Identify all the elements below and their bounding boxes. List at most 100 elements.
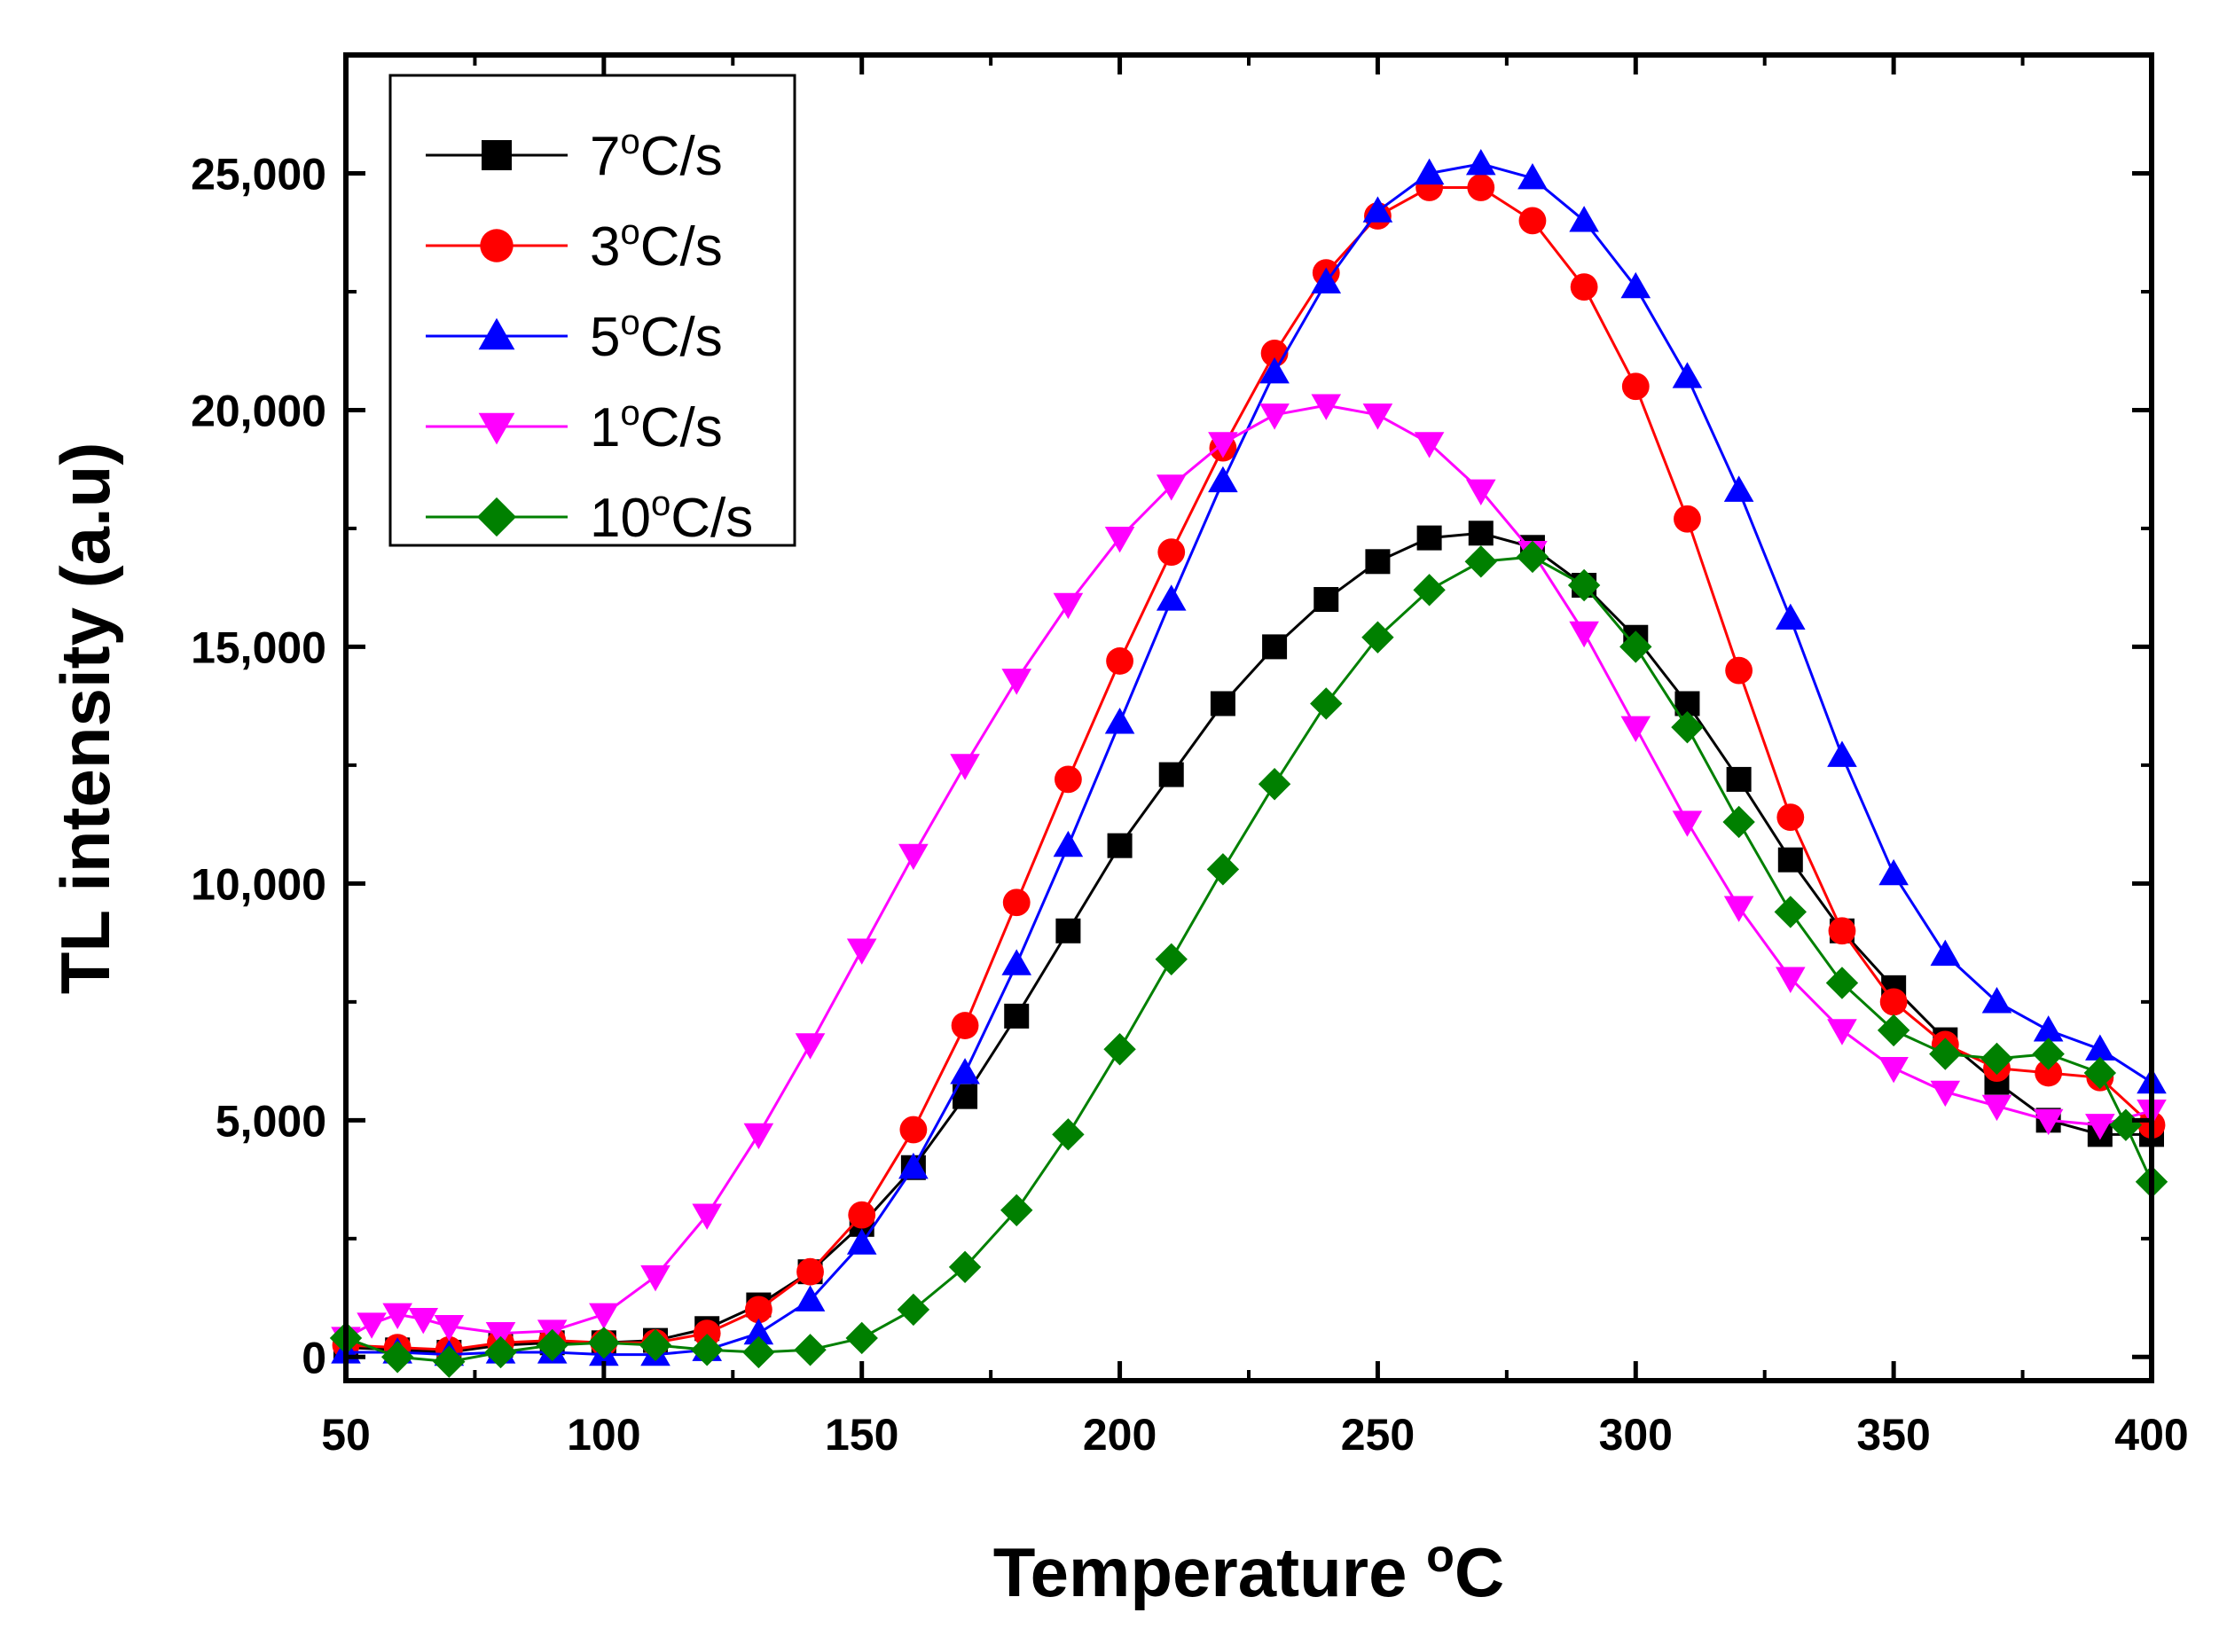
data-point (1828, 917, 1856, 945)
legend-label-unit: C/s (640, 126, 723, 187)
legend-marker (478, 412, 515, 445)
data-point (1465, 149, 1496, 176)
legend-label: 1oC/s (590, 394, 723, 458)
y-axis-title: TL intensity (a.u) (46, 442, 124, 995)
legend-label-unit: C/s (670, 488, 753, 549)
data-point (1774, 896, 1807, 928)
data-point (1725, 656, 1753, 685)
y-tick-label: 10,000 (191, 859, 326, 909)
data-point (1467, 174, 1495, 201)
x-axis-unit: C (1455, 1533, 1504, 1611)
legend-marker (476, 497, 517, 537)
data-point (2085, 1034, 2115, 1061)
data-point (1722, 805, 1755, 839)
data-point (357, 1312, 387, 1339)
data-point (1361, 621, 1394, 654)
data-point (1777, 847, 1803, 873)
x-axis-title-space (1407, 1533, 1426, 1611)
data-point (1567, 568, 1601, 602)
data-point (382, 1303, 412, 1330)
data-point (1001, 949, 1032, 975)
legend-label-number: 10 (590, 488, 651, 549)
series-10-c-per-s (329, 540, 2168, 1378)
data-point (1878, 1057, 1909, 1084)
data-point (795, 1033, 826, 1060)
data-point (1002, 889, 1031, 917)
data-point (1365, 549, 1391, 575)
data-point (1517, 163, 1548, 190)
legend-label-superscript: o (651, 484, 670, 523)
data-point (1827, 1019, 1857, 1045)
data-point (948, 1250, 982, 1284)
data-point (1107, 833, 1133, 858)
legend-label-superscript: o (620, 303, 639, 342)
data-point (484, 1335, 517, 1369)
data-point (1311, 394, 1342, 420)
data-point (1464, 545, 1497, 578)
legend-label: 7oC/s (590, 122, 723, 187)
legend-item: 5oC/s (426, 303, 723, 368)
data-point (1004, 1003, 1030, 1029)
data-point (846, 1228, 877, 1255)
data-point (1053, 830, 1084, 857)
data-point (1158, 762, 1184, 787)
data-point (950, 1058, 980, 1084)
data-point (845, 1321, 878, 1355)
data-point (951, 1012, 979, 1039)
data-point (1723, 896, 1754, 922)
data-point (2032, 1037, 2065, 1070)
data-point (1259, 403, 1290, 430)
data-point (898, 1152, 929, 1179)
data-point (1878, 858, 1909, 886)
legend-label-number: 5 (590, 307, 620, 368)
data-point (1156, 474, 1187, 501)
y-tick-label: 15,000 (191, 622, 326, 672)
data-point (1156, 584, 1187, 611)
data-point (1620, 716, 1651, 742)
series-line (346, 162, 2153, 1357)
data-point (1310, 687, 1343, 720)
series-1-c-per-s (331, 394, 2167, 1353)
data-point (1726, 766, 1752, 792)
x-tick-label: 250 (1341, 1410, 1415, 1460)
data-point (1674, 505, 1701, 533)
data-point (485, 1322, 516, 1349)
legend-item: 7oC/s (426, 122, 723, 187)
data-point (536, 1328, 569, 1362)
x-tick-label: 300 (1599, 1410, 1673, 1460)
data-point (1413, 574, 1446, 607)
x-axis-title-text: Temperature (993, 1533, 1408, 1611)
data-point (1621, 372, 1650, 401)
legend-label-unit: C/s (640, 307, 723, 368)
data-point (2033, 1015, 2064, 1042)
data-point (1570, 273, 1598, 301)
data-point (1569, 206, 1599, 232)
x-tick-label: 50 (321, 1410, 371, 1460)
legend-label-number: 3 (590, 216, 620, 278)
data-point (1106, 647, 1133, 675)
legend-label-unit: C/s (640, 216, 723, 278)
data-point (1776, 803, 1805, 832)
data-point (899, 1116, 928, 1144)
x-tick-label: 150 (825, 1410, 898, 1460)
data-point (2083, 1056, 2117, 1090)
data-point (1723, 475, 1754, 502)
data-point (1103, 1033, 1136, 1066)
data-point (1104, 708, 1135, 734)
data-point (2085, 1114, 2115, 1140)
data-point (640, 1264, 670, 1292)
legend-box (388, 74, 796, 547)
legend-item: 10oC/s (426, 484, 753, 549)
data-point (693, 1319, 721, 1348)
data-point (950, 754, 980, 780)
data-point (1208, 466, 1238, 493)
data-point (1827, 740, 1857, 767)
x-axis-ticks: 50 100 150 200 250 300 350 400 (321, 55, 2189, 1460)
data-point (1671, 710, 1704, 744)
data-point (1311, 267, 1342, 294)
y-tick-label: 25,000 (191, 149, 326, 199)
data-point (1208, 432, 1238, 458)
data-point (848, 1201, 876, 1229)
legend-item: 1oC/s (426, 394, 723, 458)
data-point (846, 938, 877, 965)
